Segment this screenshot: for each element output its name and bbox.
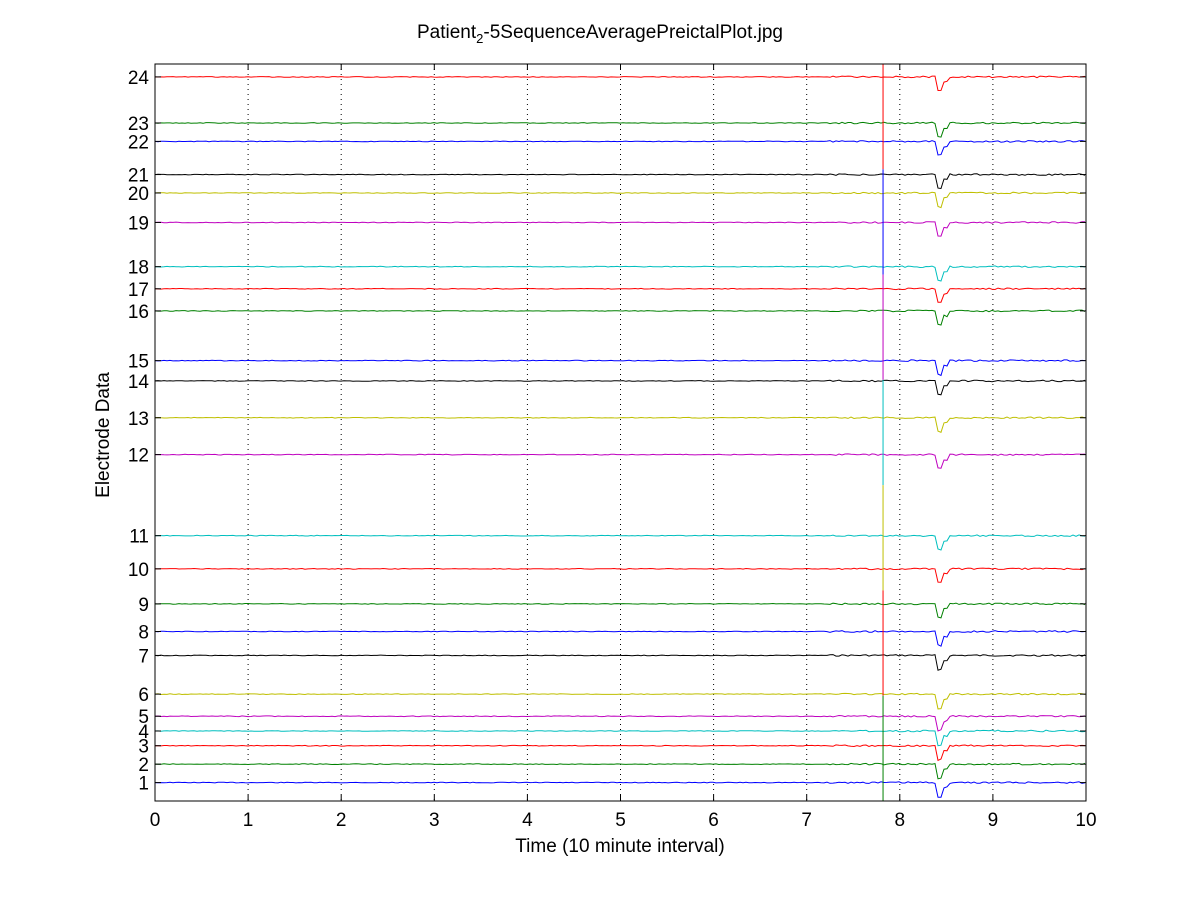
y-tick-label-19: 19 — [128, 213, 149, 234]
series-line-15 — [154, 359, 1086, 377]
series-line-5 — [154, 714, 1086, 732]
x-tick-label-3: 3 — [429, 810, 440, 831]
series-line-21 — [154, 173, 1086, 190]
series-line-14 — [154, 379, 1086, 396]
y-tick-label-12: 12 — [128, 446, 149, 467]
series-line-16 — [154, 309, 1086, 326]
y-tick-label-5: 5 — [138, 707, 149, 728]
y-tick-label-2: 2 — [138, 755, 149, 776]
series-line-17 — [154, 287, 1086, 303]
y-tick-label-15: 15 — [128, 352, 149, 373]
y-tick-label-3: 3 — [138, 737, 149, 758]
series-line-12 — [154, 453, 1086, 469]
y-tick-label-11: 11 — [129, 527, 149, 548]
y-tick-label-20: 20 — [128, 184, 149, 205]
x-axis-label: Time (10 minute interval) — [515, 836, 725, 857]
y-tick-label-14: 14 — [128, 372, 150, 393]
x-tick-label-8: 8 — [895, 810, 906, 831]
x-tick-label-7: 7 — [801, 810, 812, 831]
series-line-1 — [154, 781, 1086, 798]
y-tick-label-13: 13 — [128, 409, 149, 430]
series-line-22 — [154, 140, 1086, 156]
x-tick-label-0: 0 — [150, 810, 161, 831]
series-line-2 — [154, 762, 1086, 780]
y-tick-label-23: 23 — [128, 114, 149, 135]
axis-ticks: 0 1 2 3 4 5 6 7 8 9 101234567891011121314151617181… — [128, 64, 1097, 831]
series-line-20 — [154, 191, 1086, 209]
y-tick-label-6: 6 — [138, 685, 149, 706]
y-tick-label-21: 21 — [128, 166, 149, 187]
y-tick-label-17: 17 — [128, 280, 149, 301]
chart-title-rest: -5SequenceAveragePreictalPlot.jpg — [483, 22, 783, 43]
series-line-3 — [155, 744, 1086, 762]
y-tick-label-9: 9 — [138, 595, 149, 616]
series-line-4 — [154, 729, 1086, 747]
y-tick-label-24: 24 — [128, 68, 150, 89]
series-line-18 — [155, 265, 1086, 282]
y-tick-label-1: 1 — [138, 774, 149, 795]
x-tick-label-6: 6 — [708, 810, 719, 831]
series-line-8 — [154, 630, 1086, 647]
y-tick-label-22: 22 — [128, 132, 149, 153]
x-tick-label-10: 10 — [1075, 810, 1096, 831]
series-line-24 — [154, 75, 1086, 92]
series-line-7 — [154, 654, 1086, 671]
series-line-6 — [154, 692, 1086, 710]
y-tick-label-16: 16 — [128, 302, 149, 323]
series-line-23 — [154, 121, 1086, 138]
x-tick-label-5: 5 — [615, 810, 626, 831]
y-tick-label-10: 10 — [128, 560, 149, 581]
x-tick-label-9: 9 — [988, 810, 999, 831]
x-tick-label-1: 1 — [243, 810, 254, 831]
chart-title-main: Patient — [416, 22, 477, 43]
y-tick-label-8: 8 — [138, 622, 149, 643]
series-line-11 — [154, 534, 1086, 551]
series-lines — [154, 75, 1086, 798]
series-line-19 — [154, 221, 1086, 237]
chart-title: Patient2-5SequenceAveragePreictalPlot.jp… — [0, 22, 1200, 46]
y-tick-label-4: 4 — [138, 722, 149, 743]
y-axis-label: Electrode Data — [93, 372, 114, 498]
series-line-13 — [154, 416, 1086, 433]
x-tick-label-2: 2 — [336, 810, 347, 831]
series-line-9 — [154, 602, 1086, 619]
chart-title-subscript: 2 — [476, 30, 484, 46]
series-line-10 — [154, 567, 1086, 583]
x-tick-label-4: 4 — [522, 810, 533, 831]
y-tick-label-18: 18 — [128, 258, 149, 279]
y-tick-label-7: 7 — [138, 646, 149, 667]
